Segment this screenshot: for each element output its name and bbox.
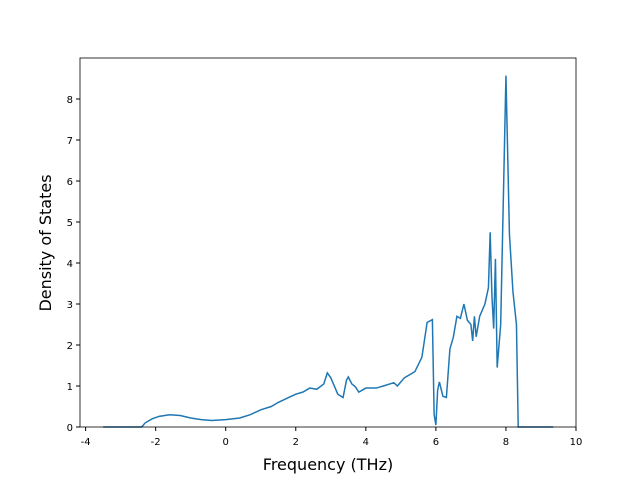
y-tick-label: 0	[67, 423, 73, 434]
x-tick-label: 0	[223, 437, 229, 448]
x-tick-label: 10	[570, 437, 583, 448]
y-tick-label: 8	[67, 95, 73, 106]
y-tick-label: 3	[67, 300, 73, 311]
x-tick-label: 2	[293, 437, 299, 448]
y-tick-label: 1	[67, 382, 73, 393]
y-axis-label: Density of States	[36, 174, 55, 311]
x-axis-label: Frequency (THz)	[263, 455, 393, 474]
y-tick-label: 7	[67, 136, 73, 147]
x-tick-label: -4	[81, 437, 91, 448]
y-tick-label: 2	[67, 341, 73, 352]
y-tick-label: 4	[67, 259, 73, 270]
line-series	[103, 75, 554, 428]
y-tick-label: 5	[67, 218, 73, 229]
y-tick-label: 6	[67, 177, 73, 188]
x-tick-label: 6	[433, 437, 439, 448]
x-tick-label: 4	[363, 437, 369, 448]
plot-frame	[79, 57, 577, 428]
x-tick-label: -2	[151, 437, 161, 448]
x-tick-label: 8	[503, 437, 509, 448]
